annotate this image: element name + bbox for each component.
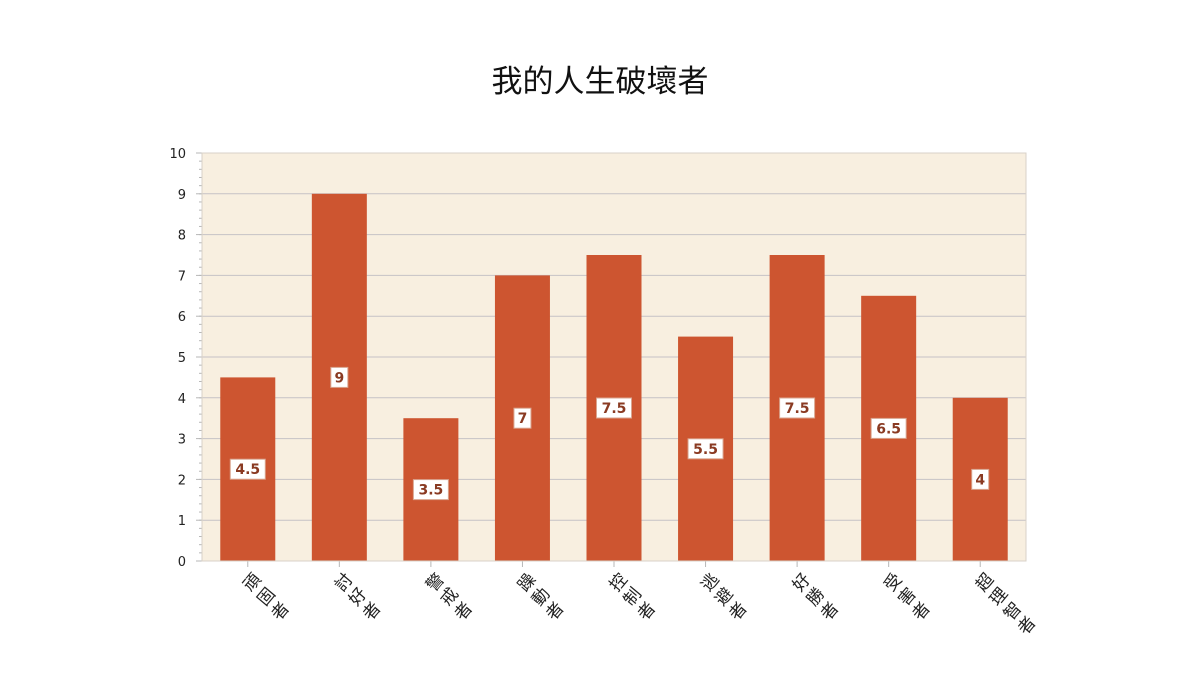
- y-tick-label: 6: [178, 310, 186, 325]
- plot-border: [201, 152, 1027, 562]
- x-tick-label: 警戒者: [423, 570, 477, 625]
- x-tick-label: 頑固者: [240, 570, 294, 625]
- y-tick-label: 7: [178, 269, 186, 284]
- data-label-box: [596, 397, 632, 419]
- data-label-box: [513, 407, 532, 429]
- data-label-box: [412, 479, 449, 501]
- y-tick-label: 4: [178, 392, 186, 407]
- data-label-box: [870, 417, 907, 439]
- y-tick-label: 8: [178, 229, 186, 244]
- data-label-box: [779, 397, 816, 419]
- data-label-box: [687, 438, 724, 460]
- y-tick-label: 0: [178, 555, 186, 570]
- data-label: 7: [518, 411, 528, 427]
- y-tick-label: 3: [178, 433, 186, 448]
- data-label-box: [229, 458, 266, 480]
- data-label: 4: [975, 472, 985, 488]
- y-tick-label: 10: [169, 147, 186, 162]
- x-tick-label: 逃避者: [697, 570, 751, 625]
- x-tick-label: 受害者: [880, 570, 934, 625]
- chart-title: 我的人生破壞者: [491, 64, 709, 100]
- data-label: 7.5: [785, 401, 810, 417]
- data-label-box: [330, 366, 349, 388]
- x-tick-label: 好勝者: [789, 570, 843, 625]
- x-tick-label: 討好者: [331, 570, 385, 625]
- data-label-box: [971, 468, 990, 490]
- y-tick-label: 1: [178, 514, 186, 529]
- data-label: 5.5: [693, 442, 718, 458]
- data-label: 4.5: [235, 462, 260, 478]
- data-label: 6.5: [876, 421, 901, 437]
- y-tick-label: 2: [178, 473, 186, 488]
- data-label: 3.5: [418, 483, 443, 499]
- y-tick-label: 9: [178, 188, 186, 203]
- data-label: 9: [334, 370, 344, 386]
- x-tick-label: 控制者: [606, 570, 660, 625]
- y-tick-label: 5: [178, 351, 186, 366]
- data-label: 7.5: [602, 401, 627, 417]
- x-tick-label: 躁動者: [514, 570, 568, 625]
